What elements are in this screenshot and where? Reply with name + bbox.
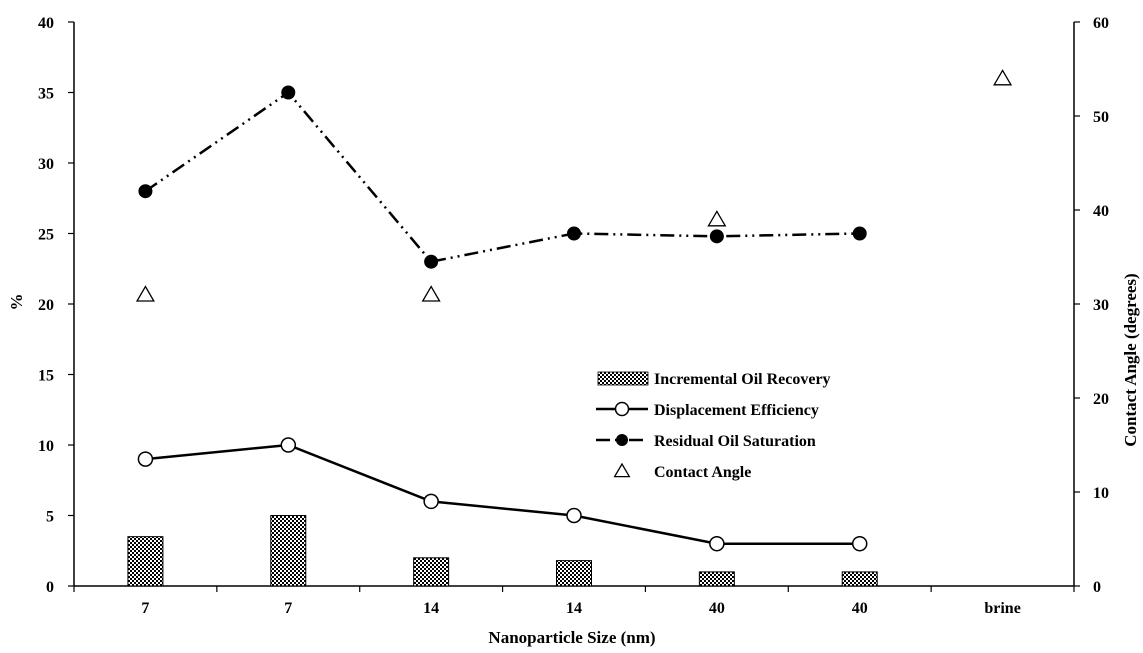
point-displacement-efficiency — [851, 535, 868, 552]
x-tick-label: 40 — [709, 600, 725, 617]
y-tick-label: 30 — [38, 156, 54, 173]
line-series — [144, 90, 860, 545]
bar-incremental-oil-recovery — [270, 515, 307, 587]
x-tick-label: 40 — [852, 600, 868, 617]
marker-series — [135, 69, 1013, 552]
point-residual-oil-saturation — [567, 226, 581, 241]
y2-tick-label: 20 — [1093, 391, 1109, 408]
point-contact-angle — [707, 210, 727, 227]
x-tick-label: brine — [984, 600, 1020, 617]
point-residual-oil-saturation — [281, 85, 296, 100]
y2-tick-label: 30 — [1093, 297, 1109, 314]
point-residual-oil-saturation — [852, 226, 867, 241]
point-contact-angle — [993, 69, 1013, 86]
y-tick-label: 0 — [46, 579, 54, 596]
y-tick-label: 5 — [46, 509, 54, 526]
legend-label: Displacement Efficiency — [654, 402, 819, 419]
x-axis-label: Nanoparticle Size (nm) — [488, 628, 655, 647]
y2-tick-label: 40 — [1093, 203, 1109, 220]
y-tick-label: 10 — [38, 438, 54, 455]
point-displacement-efficiency — [137, 451, 154, 467]
bar-incremental-oil-recovery — [698, 571, 735, 587]
line-residual-oil-saturation — [144, 90, 860, 264]
x-tick-label: 14 — [566, 600, 582, 617]
axes: 0 5 10 15 20 25 30 35 40 0 10 20 30 40 50 60 7 7 14 14 40 40 b… — [38, 15, 1109, 617]
legend-marker-contact-angle — [613, 462, 631, 478]
point-contact-angle — [135, 285, 155, 302]
bar-series — [127, 515, 878, 587]
line-displacement-efficiency — [145, 443, 860, 545]
y-tick-label: 40 — [38, 15, 54, 32]
y-tick-label: 20 — [38, 297, 54, 314]
point-displacement-efficiency — [280, 437, 297, 453]
y2-tick-label: 0 — [1093, 579, 1101, 596]
legend-marker-residual-oil-saturation — [616, 434, 628, 446]
bar-incremental-oil-recovery — [556, 560, 592, 587]
legend-marker-displacement-efficiency — [614, 401, 630, 417]
y2-axis-label: Contact Angle (degrees) — [1121, 273, 1140, 446]
y2-tick-label: 10 — [1093, 485, 1109, 502]
y2-tick-label: 50 — [1093, 109, 1109, 126]
legend-label: Residual Oil Saturation — [654, 433, 816, 450]
bar-incremental-oil-recovery — [127, 536, 164, 587]
y-tick-label: 25 — [38, 227, 54, 244]
y-tick-label: 15 — [38, 368, 54, 385]
legend-label: Incremental Oil Recovery — [654, 371, 831, 388]
point-displacement-efficiency — [423, 493, 439, 510]
y2-tick-label: 60 — [1093, 15, 1109, 32]
y-tick-label: 35 — [38, 86, 54, 103]
y-axis-label: % — [7, 294, 26, 311]
bar-incremental-oil-recovery — [841, 571, 878, 587]
point-residual-oil-saturation — [424, 254, 439, 269]
point-residual-oil-saturation — [138, 184, 153, 199]
point-displacement-efficiency — [709, 535, 725, 552]
legend-swatch-incremental-oil-recovery — [597, 371, 649, 386]
legend: Incremental Oil Recovery Displacement Eff… — [596, 371, 831, 481]
point-residual-oil-saturation — [709, 229, 724, 244]
point-displacement-efficiency — [566, 507, 582, 524]
legend-label: Contact Angle — [654, 464, 751, 481]
x-tick-label: 7 — [284, 600, 292, 617]
x-tick-label: 14 — [423, 600, 439, 617]
point-contact-angle — [421, 285, 441, 302]
x-tick-label: 7 — [141, 600, 149, 617]
bar-incremental-oil-recovery — [413, 557, 450, 587]
